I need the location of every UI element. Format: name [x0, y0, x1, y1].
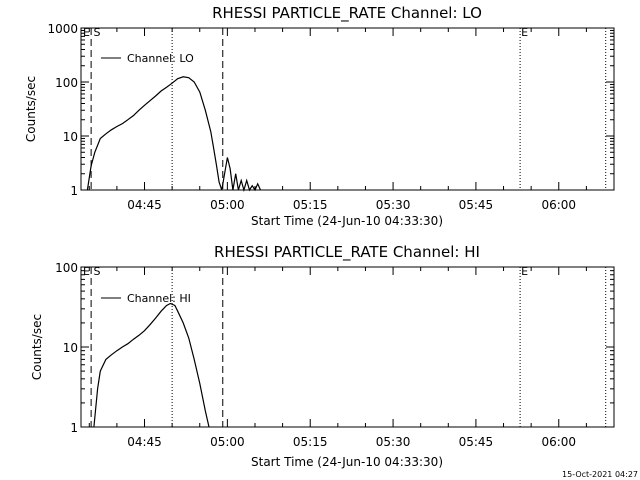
marker-label: E	[521, 265, 528, 278]
y-ticks: 1 10 100 1000	[47, 22, 614, 198]
x-tick-label: 05:45	[459, 198, 494, 212]
y-ticks: 1 10 100	[55, 261, 614, 435]
x-axis-label: Start Time (24-Jun-10 04:33:30)	[251, 455, 443, 469]
chart-title: RHESSI PARTICLE_RATE Channel: HI	[214, 243, 480, 262]
event-markers: E	[90, 265, 607, 427]
y-axis-label: Counts/sec	[30, 314, 44, 380]
x-tick-label: 05:15	[293, 435, 328, 449]
corner-marker-label: E S	[83, 26, 100, 39]
x-ticks: 04:45 05:00 05:15 05:30 05:45 06:00	[88, 28, 615, 212]
x-ticks: 04:45 05:00 05:15 05:30 05:45 06:00	[88, 267, 615, 449]
x-tick-label: 06:00	[541, 198, 576, 212]
x-tick-label: 05:15	[293, 198, 328, 212]
x-tick-label: 04:45	[127, 198, 162, 212]
x-tick-label: 04:45	[127, 435, 162, 449]
x-tick-label: 06:00	[541, 435, 576, 449]
y-tick-label: 10	[63, 341, 78, 355]
x-tick-label: 05:00	[210, 198, 245, 212]
rate-series-line	[86, 76, 262, 193]
series-group	[93, 302, 210, 428]
y-tick-label: 100	[55, 76, 78, 90]
rate-series-line	[93, 302, 210, 428]
y-tick-label: 10	[63, 130, 78, 144]
event-markers: E	[90, 26, 607, 190]
x-axis-label: Start Time (24-Jun-10 04:33:30)	[251, 214, 443, 228]
y-tick-label: 1	[70, 421, 78, 435]
x-tick-label: 05:30	[376, 435, 411, 449]
series-group	[86, 76, 262, 193]
legend-label: Channel: LO	[127, 52, 194, 65]
y-tick-label: 100	[55, 261, 78, 275]
legend-label: Channel: HI	[127, 292, 191, 305]
marker-label: E	[521, 26, 528, 39]
y-axis-label: Counts/sec	[24, 76, 38, 142]
y-tick-label: 1000	[47, 22, 78, 36]
x-tick-label: 05:45	[459, 435, 494, 449]
corner-marker-label: E S	[83, 265, 100, 278]
panel-lo: RHESSI PARTICLE_RATE Channel: LO Start T…	[24, 4, 615, 228]
chart-title: RHESSI PARTICLE_RATE Channel: LO	[212, 4, 482, 23]
y-tick-label: 1	[70, 184, 78, 198]
x-tick-label: 05:00	[210, 435, 245, 449]
timestamp-footer: 15-Oct-2021 04:27	[562, 470, 638, 479]
plot-frame	[80, 27, 615, 191]
x-tick-label: 05:30	[376, 198, 411, 212]
panel-hi: RHESSI PARTICLE_RATE Channel: HI Start T…	[30, 243, 615, 469]
